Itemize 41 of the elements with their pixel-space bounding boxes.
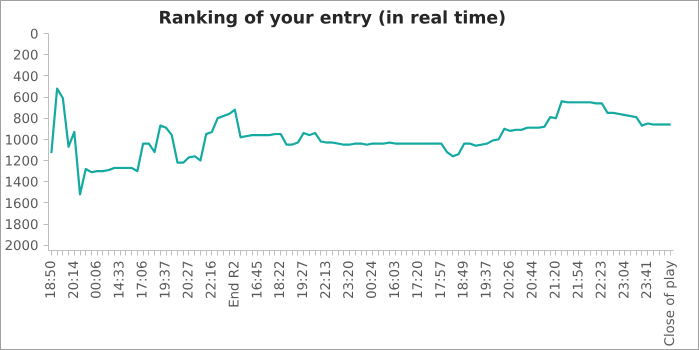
x-tick-label: 00:06 xyxy=(90,260,105,299)
y-tick-label: 1800 xyxy=(4,218,39,234)
x-tick-label: End R2 xyxy=(227,260,242,308)
line-series xyxy=(50,87,672,196)
x-tick-label: 18:49 xyxy=(456,260,472,299)
y-tick-label: 1200 xyxy=(4,154,39,170)
x-tick-label: 19:37 xyxy=(480,260,495,299)
x-tick-label: 20:44 xyxy=(526,260,541,299)
x-tick-label: Close of play xyxy=(663,260,678,346)
x-tick-label: 22:16 xyxy=(204,260,220,299)
y-tick-label: 1600 xyxy=(4,196,39,212)
chart-title: Ranking of your entry (in real time) xyxy=(158,8,506,28)
y-tick-label: 600 xyxy=(13,91,39,106)
y-tick-label: 2000 xyxy=(4,239,39,254)
x-tick-label: 00:24 xyxy=(364,260,380,299)
y-tick-label: 800 xyxy=(13,112,39,128)
y-tick-label: 200 xyxy=(13,48,39,64)
x-tick-label: 23:41 xyxy=(640,260,656,299)
x-tick-label: 20:26 xyxy=(502,260,518,299)
x-tick-label: 17:57 xyxy=(434,260,449,299)
x-tick-label: 17:06 xyxy=(136,260,151,299)
x-tick-label: 21:54 xyxy=(571,260,586,299)
x-tick-label: 23:04 xyxy=(617,260,632,299)
y-tick-label: 1000 xyxy=(4,133,39,148)
x-tick-label: 22:13 xyxy=(319,260,334,299)
x-tick-label: 20:14 xyxy=(66,260,82,299)
x-tick-label: 14:33 xyxy=(112,260,128,299)
x-tick-label: 18:50 xyxy=(44,260,59,299)
x-tick-label: 22:23 xyxy=(594,260,610,299)
x-tick-label: 16:03 xyxy=(388,260,403,299)
x-tick-label: 17:20 xyxy=(410,260,426,299)
y-tick-label: 0 xyxy=(30,28,39,42)
x-tick-label: 18:22 xyxy=(273,260,288,299)
x-tick-label: 19:27 xyxy=(296,260,312,299)
y-tick-label: 400 xyxy=(13,70,39,85)
x-tick-label: 21:20 xyxy=(548,260,564,299)
x-tick-label: 20:27 xyxy=(181,260,196,299)
x-tick-label: 16:45 xyxy=(250,260,266,299)
y-tick-label: 1400 xyxy=(4,176,39,191)
x-tick-label: 23:20 xyxy=(342,260,358,299)
x-tick-label: 19:37 xyxy=(158,260,174,299)
